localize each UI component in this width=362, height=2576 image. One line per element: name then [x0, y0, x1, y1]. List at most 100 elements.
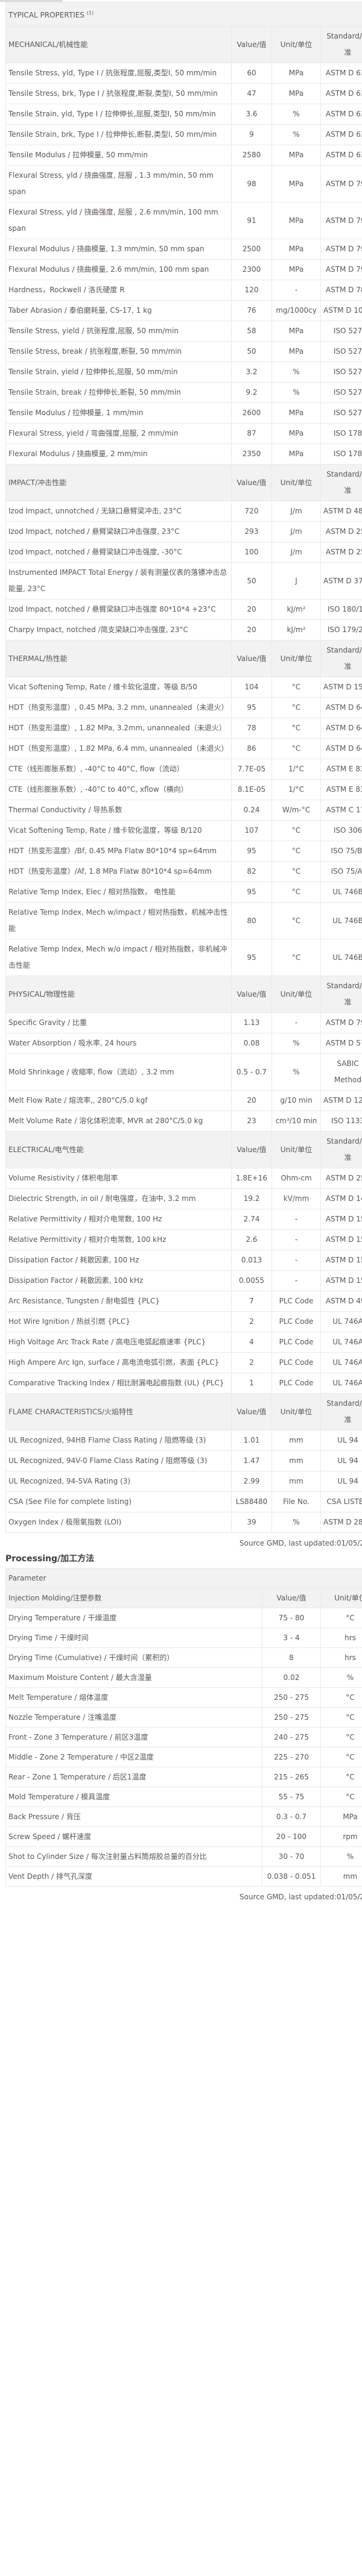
property-name: Hardness，Rockwell / 洛氏硬度 R	[5, 280, 232, 301]
property-row: Tensile Stress, yield / 抗张程度,屈服, 50 mm/m…	[5, 321, 362, 342]
property-value: 0.5 - 0.7	[231, 1053, 272, 1091]
property-standard: ASTM D 150	[320, 1209, 362, 1230]
property-standard: ASTM D 4812	[320, 501, 362, 522]
property-unit: J/m	[272, 521, 321, 542]
property-row: Relative Temp Index, Mech w/impact / 相对热…	[5, 902, 362, 939]
property-name: Tensile Strain, yield / 拉伸伸长,屈服, 50 mm/m…	[5, 362, 232, 383]
parameter-name: Screw Speed / 螺杆速度	[5, 1826, 262, 1847]
property-row: Charpy Impact, notched /简支梁缺口冲击强度, 23°C 2…	[5, 619, 362, 641]
section-header-row: FLAME CHARACTERISTICS/火焰特性 Value/值 Unit/单位…	[5, 1393, 362, 1431]
property-value: 2500	[231, 239, 272, 260]
property-row: Dielectric Strength, in oil / 耐电强度，在油中, …	[5, 1188, 362, 1209]
property-standard: UL 746B	[320, 882, 362, 903]
property-value: 4	[231, 1332, 272, 1353]
typical-properties-title: TYPICAL PROPERTIES (1)	[5, 2, 362, 27]
property-name: Relative Permittivity / 相对介电常数, 100 kHz	[5, 1229, 232, 1250]
property-standard: ASTM D 570	[320, 1033, 362, 1054]
processing-row: Back Pressure / 背压 0.3 - 0.7 MPa	[5, 1807, 362, 1827]
property-name: Dielectric Strength, in oil / 耐电强度，在油中, …	[5, 1188, 232, 1209]
parameter-value: 0.02	[262, 1667, 321, 1688]
property-row: Thermal Conductivity / 导热系数 0.24 W/m-°C AST…	[5, 800, 362, 821]
property-value: 60	[231, 63, 272, 84]
property-name: Vicat Softening Temp, Rate / 维卡软化温度，等级 B…	[5, 820, 232, 841]
property-unit: -	[272, 1229, 321, 1250]
property-standard: ASTM E 831	[320, 759, 362, 780]
parameter-unit: hrs	[320, 1647, 362, 1668]
property-name: HDT（热变形温度）, 0.45 MPa, 3.2 mm, unannealed…	[5, 697, 232, 718]
section-label: FLAME CHARACTERISTICS/火焰特性	[5, 1393, 232, 1431]
property-name: UL Recognized, 94V-0 Flame Class Rating …	[5, 1450, 232, 1471]
property-standard: UL 94	[320, 1450, 362, 1471]
property-value: 0.08	[231, 1033, 272, 1054]
property-row: Tensile Strain, yield / 拉伸伸长,屈服, 50 mm/m…	[5, 362, 362, 383]
property-standard: ASTM D 1044	[320, 300, 362, 321]
property-name: Flexural Modulus / 挠曲模量, 1.3 mm/min, 50 …	[5, 239, 232, 260]
property-name: Izod Impact, notched / 悬臂梁缺口冲击强度, 23°C	[5, 521, 232, 542]
property-value: 2.74	[231, 1209, 272, 1230]
property-unit: 1/°C	[272, 779, 321, 800]
property-value: 9	[231, 124, 272, 145]
property-unit: °C	[272, 841, 321, 862]
parameter-unit: °C	[320, 1687, 362, 1708]
property-name: UL Recognized, 94-5VA Rating (3)	[5, 1471, 232, 1492]
property-row: Dissipation Factor / 耗散因素, 100 Hz 0.013- A…	[5, 1250, 362, 1271]
property-standard: ASTM D 1238	[320, 1090, 362, 1111]
property-value: 98	[231, 165, 272, 202]
processing-source-note: Source GMD, last updated:01/05/2000	[239, 1893, 362, 1901]
property-name: Hot Wire Ignition / 热丝引燃 {PLC}	[5, 1311, 232, 1332]
property-unit: MPa	[272, 145, 321, 166]
parameter-unit: °C	[320, 1787, 362, 1807]
property-standard: ASTM D 638	[320, 124, 362, 145]
property-value: 3.6	[231, 104, 272, 125]
property-unit: mg/1000cy	[272, 300, 321, 321]
property-standard: UL 746A	[320, 1311, 362, 1332]
property-value: 80	[231, 902, 272, 939]
property-row: Relative Permittivity / 相对介电常数, 100 Hz 2.…	[5, 1209, 362, 1230]
property-standard: ASTM D 1525	[320, 677, 362, 698]
property-unit: MPa	[272, 83, 321, 104]
property-standard: CSA LISTED	[320, 1491, 362, 1512]
property-value: 39	[231, 1512, 272, 1533]
value-header: Value/值	[231, 1393, 272, 1431]
parameter-value: 250 - 275	[262, 1707, 321, 1728]
property-unit: °C	[272, 697, 321, 718]
parameter-value: 30 - 70	[262, 1846, 321, 1867]
property-name: Tensile Strain, break / 拉伸伸长,断裂, 50 mm/m…	[5, 382, 232, 403]
property-unit: %	[272, 1033, 321, 1054]
property-value: 20	[231, 619, 272, 641]
parameter-unit: %	[320, 1667, 362, 1688]
parameter-value: 250 - 275	[262, 1687, 321, 1708]
property-value: 23	[231, 1111, 272, 1132]
processing-row: Vent Depth / 排气孔深度 0.038 - 0.051 mm	[5, 1866, 362, 1887]
property-value: 2300	[231, 259, 272, 280]
property-standard: ASTM D 256	[320, 521, 362, 542]
property-name: Tensile Stress, break / 抗张程度,断裂, 50 mm/m…	[5, 341, 232, 362]
property-value: 76	[231, 300, 272, 321]
property-unit: PLC Code	[272, 1311, 321, 1332]
property-value: 2	[231, 1311, 272, 1332]
property-row: Izod Impact, notched / 悬臂梁缺口冲击强度, -30°C 1…	[5, 542, 362, 563]
property-row: Vicat Softening Temp, Rate / 维卡软化温度，等级 B…	[5, 820, 362, 841]
property-row: Flexural Stress, yield / 弯曲强度,屈服, 2 mm/m…	[5, 423, 362, 444]
property-unit: MPa	[272, 165, 321, 202]
property-value: 3.2	[231, 362, 272, 383]
property-standard: UL 746A	[320, 1332, 362, 1353]
parameter-name: Nozzle Temperature / 注嘴温度	[5, 1707, 262, 1728]
section-label: IMPACT/冲击性能	[5, 464, 232, 501]
property-value: 82	[231, 861, 272, 882]
property-standard: ISO 178	[320, 423, 362, 444]
property-value: 2580	[231, 145, 272, 166]
property-value: LS88480	[231, 1491, 272, 1512]
property-row: Flexural Stress, yld / 挠曲强度, 屈服 , 2.6 mm…	[5, 202, 362, 239]
property-row: UL Recognized, 94V-0 Flame Class Rating …	[5, 1450, 362, 1471]
property-row: Specific Gravity / 比重1.13-ASTM D 792	[5, 1012, 362, 1033]
property-row: Taber Abrasion / 泰伯磨耗量, CS-17, 1 kg 76 mg/…	[5, 300, 362, 321]
property-standard: ASTM D 3763	[320, 562, 362, 600]
property-standard: UL 746A	[320, 1373, 362, 1394]
processing-row: Rear - Zone 1 Temperature / 后区1温度 215 - 2…	[5, 1767, 362, 1787]
property-name: Tensile Strain, yld, Type I / 拉伸伸长,屈服,类型…	[5, 104, 232, 125]
standard-header: Standard/标准	[320, 976, 362, 1013]
parameter-value: 215 - 265	[262, 1767, 321, 1787]
property-name: Vicat Softening Temp, Rate / 维卡软化温度，等级 B…	[5, 677, 232, 698]
property-name: Tensile Modulus / 拉伸模量, 50 mm/min	[5, 145, 232, 166]
